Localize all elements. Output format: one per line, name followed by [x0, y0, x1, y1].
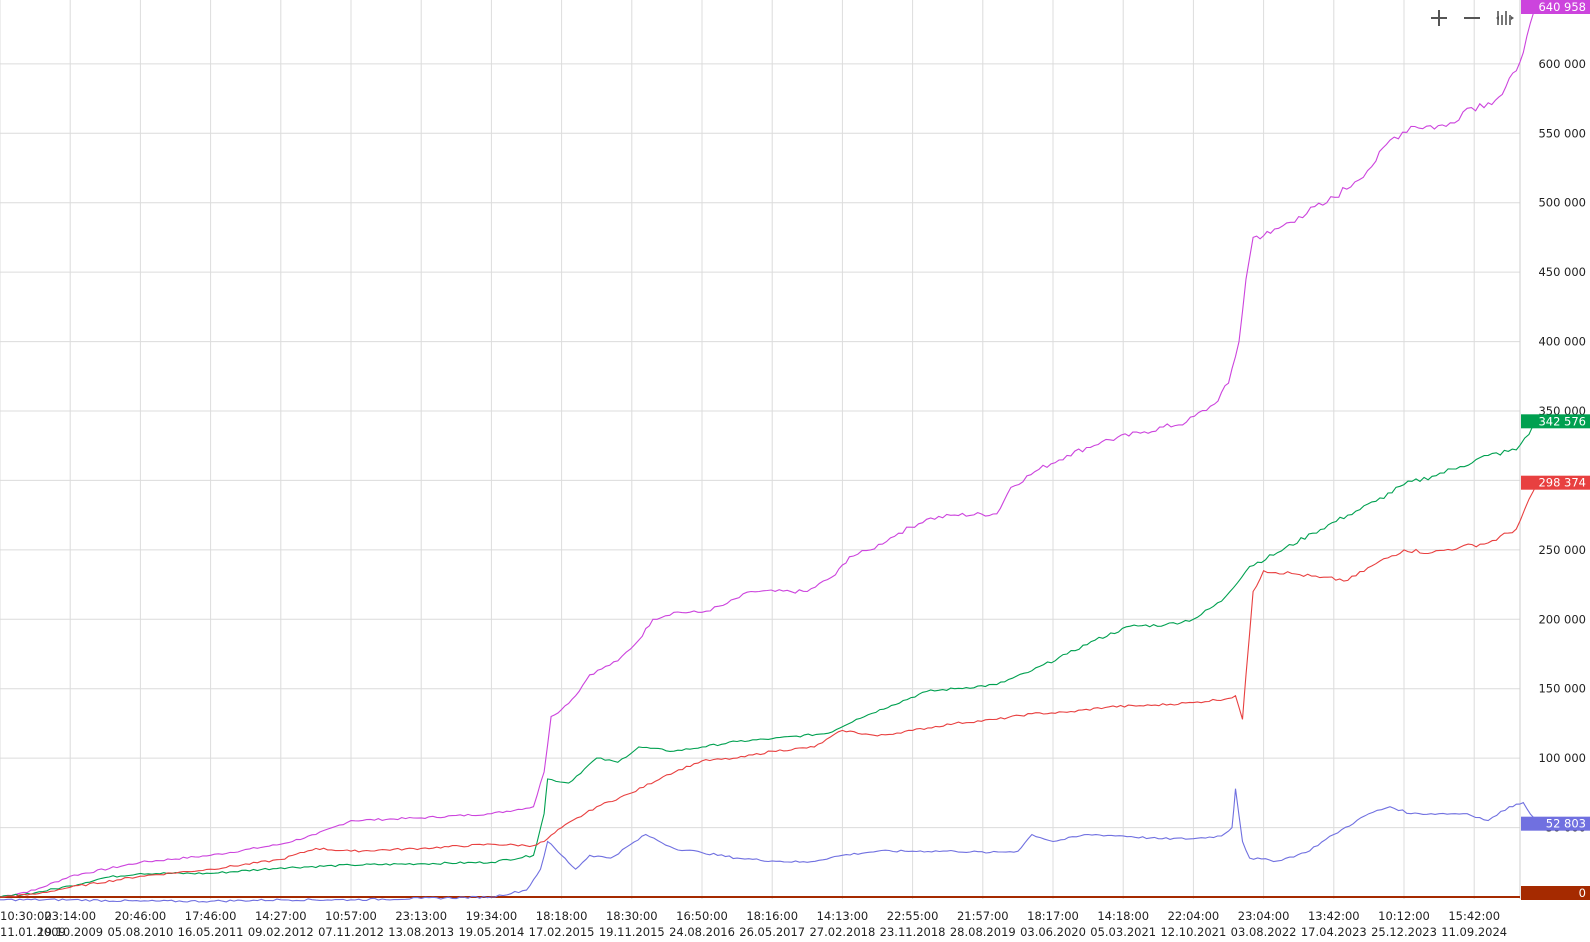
x-tick-time: 10:30:00 — [0, 909, 52, 923]
x-tick-time: 19:34:00 — [466, 909, 518, 923]
last-value-label-1-bg — [1521, 414, 1590, 429]
x-tick-time: 23:04:00 — [1238, 909, 1290, 923]
x-tick-time: 14:18:00 — [1097, 909, 1149, 923]
x-tick-time: 22:55:00 — [887, 909, 939, 923]
x-tick-time: 18:16:00 — [746, 909, 798, 923]
last-value-label-2-bg — [1521, 475, 1590, 490]
x-tick-date: 05.03.2021 — [1090, 925, 1156, 939]
x-tick-date: 26.05.2017 — [739, 925, 805, 939]
x-tick-date: 12.10.2021 — [1160, 925, 1226, 939]
plot-area — [0, 0, 1520, 899]
x-tick-time: 22:04:00 — [1168, 909, 1220, 923]
x-tick-time: 10:57:00 — [325, 909, 377, 923]
x-tick-time: 16:50:00 — [676, 909, 728, 923]
x-tick-time: 18:18:00 — [536, 909, 588, 923]
plus-icon — [1430, 9, 1448, 27]
y-tick-label: 600 000 — [1538, 57, 1586, 71]
series-group — [0, 6, 1538, 903]
x-tick-date: 11.09.2024 — [1441, 925, 1507, 939]
y-tick-label: 400 000 — [1538, 335, 1586, 349]
fit-icon — [1495, 9, 1515, 27]
y-tick-label: 450 000 — [1538, 265, 1586, 279]
x-tick-date: 16.05.2011 — [178, 925, 244, 939]
x-tick-date: 25.12.2023 — [1371, 925, 1437, 939]
x-tick-time: 23:13:00 — [395, 909, 447, 923]
x-tick-date: 17.04.2023 — [1301, 925, 1367, 939]
x-tick-date: 13.08.2013 — [388, 925, 454, 939]
last-value-label-3: 52 803 — [1546, 817, 1586, 831]
last-value-label-0-bg — [1521, 0, 1590, 14]
y-tick-label: 150 000 — [1538, 682, 1586, 696]
zoom-out-button[interactable] — [1458, 4, 1486, 32]
x-tick-date: 23.11.2018 — [880, 925, 946, 939]
x-tick-date: 05.08.2010 — [107, 925, 173, 939]
x-tick-time: 15:42:00 — [1448, 909, 1500, 923]
zero-value-label: 0 — [1579, 886, 1586, 900]
x-tick-date: 19.11.2015 — [599, 925, 665, 939]
zero-value-label-bg — [1521, 886, 1590, 900]
series-line-3 — [0, 788, 1538, 903]
x-tick-date: 03.06.2020 — [1020, 925, 1086, 939]
y-tick-label: 100 000 — [1538, 751, 1586, 765]
x-tick-time: 21:57:00 — [957, 909, 1009, 923]
x-tick-date: 27.02.2018 — [809, 925, 875, 939]
y-tick-label: 550 000 — [1538, 126, 1586, 140]
x-axis: 10:30:00 11.01.2009 23:14:00 19.10.2009 20:4… — [0, 909, 1507, 939]
x-tick-time: 10:12:00 — [1378, 909, 1430, 923]
x-tick-time: 23:14:00 — [44, 909, 96, 923]
x-tick-date: 28.08.2019 — [950, 925, 1016, 939]
x-tick-time: 14:13:00 — [817, 909, 869, 923]
x-tick-time: 18:17:00 — [1027, 909, 1079, 923]
last-value-labels: 640 958 342 576 298 374 52 803 0 — [1521, 0, 1590, 900]
y-tick-label: 200 000 — [1538, 612, 1586, 626]
last-value-label-2: 298 374 — [1538, 476, 1586, 490]
minus-icon — [1463, 9, 1481, 27]
x-tick-date: 09.02.2012 — [248, 925, 314, 939]
series-line-1 — [0, 420, 1538, 898]
y-tick-label: 250 000 — [1538, 543, 1586, 557]
series-line-0 — [0, 6, 1538, 898]
series-line-2 — [0, 482, 1538, 898]
reset-zoom-button[interactable] — [1491, 4, 1519, 32]
last-value-label-1: 342 576 — [1538, 414, 1586, 428]
x-tick-date: 17.02.2015 — [529, 925, 595, 939]
x-tick-date: 24.08.2016 — [669, 925, 735, 939]
x-tick-date: 03.08.2022 — [1231, 925, 1297, 939]
x-tick-time: 17:46:00 — [185, 909, 237, 923]
last-value-label-3-bg — [1521, 816, 1590, 831]
x-tick-date: 11.01.2009 — [0, 925, 66, 939]
x-tick-time: 20:46:00 — [115, 909, 167, 923]
y-tick-label: 500 000 — [1538, 196, 1586, 210]
x-tick-date: 19.05.2014 — [458, 925, 524, 939]
zoom-in-button[interactable] — [1425, 4, 1453, 32]
grid — [0, 0, 1521, 899]
x-tick-time: 13:42:00 — [1308, 909, 1360, 923]
last-value-label-0: 640 958 — [1538, 0, 1586, 14]
x-tick-date: 07.11.2012 — [318, 925, 384, 939]
x-tick-date: 19.10.2009 — [37, 925, 103, 939]
x-tick-time: 18:30:00 — [606, 909, 658, 923]
x-tick-time: 14:27:00 — [255, 909, 307, 923]
